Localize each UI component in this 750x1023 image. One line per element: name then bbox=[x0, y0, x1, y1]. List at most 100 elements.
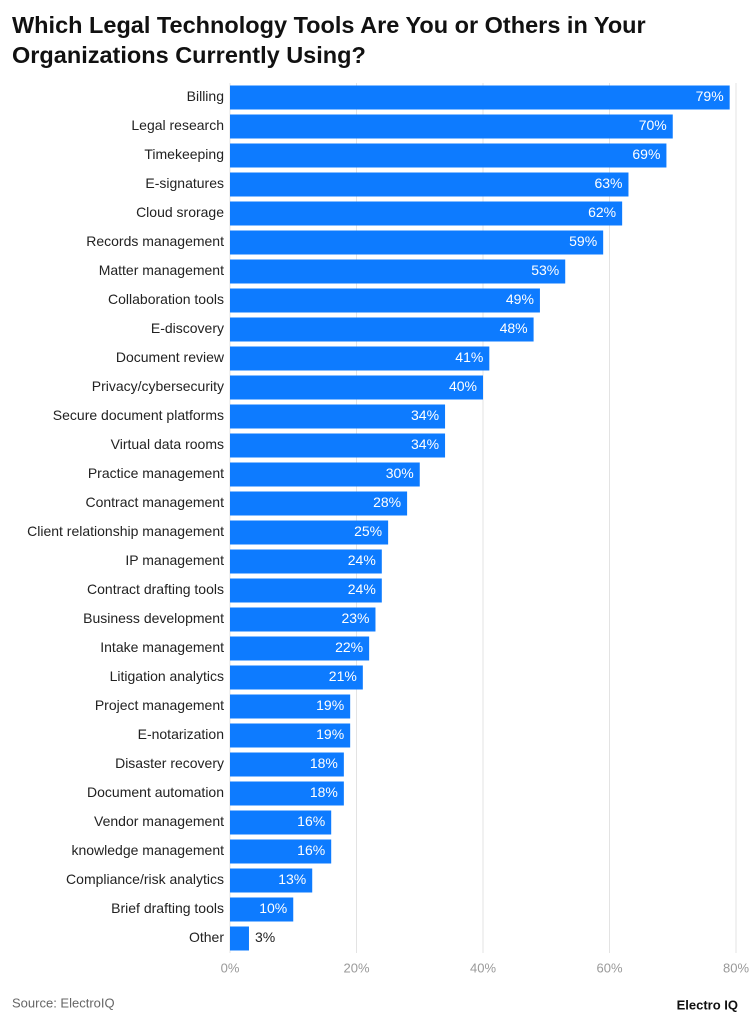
bar bbox=[230, 810, 332, 835]
value-label: 22% bbox=[335, 639, 363, 655]
bar bbox=[230, 897, 294, 922]
value-label: 18% bbox=[310, 755, 338, 771]
y-tick-label: Records management bbox=[86, 233, 224, 249]
chart-title: Which Legal Technology Tools Are You or … bbox=[12, 12, 646, 68]
y-tick-label: Business development bbox=[83, 610, 224, 626]
bar bbox=[230, 288, 540, 313]
bar bbox=[230, 520, 389, 545]
y-tick-label: Document automation bbox=[87, 784, 224, 800]
value-label: 59% bbox=[569, 233, 597, 249]
y-tick-label: Contract drafting tools bbox=[87, 581, 224, 597]
y-tick-label: Privacy/cybersecurity bbox=[92, 378, 224, 394]
y-tick-label: Client relationship management bbox=[27, 523, 224, 539]
value-label: 3% bbox=[255, 929, 275, 945]
bar bbox=[230, 839, 332, 864]
y-tick-label: Legal research bbox=[131, 117, 224, 133]
value-label: 34% bbox=[411, 407, 439, 423]
value-label: 34% bbox=[411, 436, 439, 452]
bar bbox=[230, 172, 629, 197]
y-tick-label: E-notarization bbox=[138, 726, 224, 742]
bar bbox=[230, 926, 249, 951]
y-tick-label: IP management bbox=[125, 552, 224, 568]
x-tick-label: 80% bbox=[723, 960, 749, 975]
x-tick-label: 0% bbox=[221, 960, 240, 975]
y-tick-label: Brief drafting tools bbox=[111, 900, 224, 916]
y-tick-label: Billing bbox=[187, 88, 224, 104]
bar bbox=[230, 404, 446, 429]
value-label: 24% bbox=[348, 581, 376, 597]
y-tick-label: Matter management bbox=[99, 262, 224, 278]
y-tick-label: Litigation analytics bbox=[110, 668, 224, 684]
bar bbox=[230, 375, 483, 400]
y-tick-label: Document review bbox=[116, 349, 225, 365]
bar bbox=[230, 462, 420, 487]
source: Source: ElectroIQ bbox=[12, 995, 115, 1010]
y-tick-label: Intake management bbox=[100, 639, 224, 655]
y-tick-label: knowledge management bbox=[71, 842, 224, 858]
bar bbox=[230, 723, 351, 748]
bar bbox=[230, 114, 673, 139]
bar bbox=[230, 781, 344, 806]
value-label: 41% bbox=[455, 349, 483, 365]
bar bbox=[230, 317, 534, 342]
y-tick-label: Compliance/risk analytics bbox=[66, 871, 224, 887]
y-tick-label: Secure document platforms bbox=[53, 407, 224, 423]
bar bbox=[230, 230, 604, 255]
x-tick-label: 60% bbox=[596, 960, 622, 975]
y-tick-label: E-signatures bbox=[145, 175, 224, 191]
value-label: 10% bbox=[259, 900, 287, 916]
bar bbox=[230, 607, 376, 632]
value-label: 62% bbox=[588, 204, 616, 220]
value-label: 19% bbox=[316, 726, 344, 742]
value-label: 79% bbox=[696, 88, 724, 104]
x-tick-label: 20% bbox=[343, 960, 369, 975]
y-tick-label: Timekeeping bbox=[144, 146, 224, 162]
bar bbox=[230, 346, 490, 371]
value-label: 18% bbox=[310, 784, 338, 800]
value-label: 16% bbox=[297, 842, 325, 858]
value-label: 53% bbox=[531, 262, 559, 278]
bar bbox=[230, 868, 313, 893]
bar bbox=[230, 578, 382, 603]
bar bbox=[230, 201, 623, 226]
bar bbox=[230, 85, 730, 110]
bar bbox=[230, 752, 344, 777]
value-label: 48% bbox=[500, 320, 528, 336]
bar bbox=[230, 433, 446, 458]
y-tick-label: Vendor management bbox=[94, 813, 224, 829]
value-label: 28% bbox=[373, 494, 401, 510]
y-tick-label: Project management bbox=[95, 697, 224, 713]
value-label: 25% bbox=[354, 523, 382, 539]
bar bbox=[230, 549, 382, 574]
bar bbox=[230, 636, 370, 661]
y-tick-label: E-discovery bbox=[151, 320, 224, 336]
value-label: 19% bbox=[316, 697, 344, 713]
y-tick-label: Disaster recovery bbox=[115, 755, 224, 771]
bar bbox=[230, 665, 363, 690]
value-label: 70% bbox=[639, 117, 667, 133]
y-tick-label: Contract management bbox=[85, 494, 224, 510]
value-label: 24% bbox=[348, 552, 376, 568]
y-tick-label: Virtual data rooms bbox=[111, 436, 224, 452]
value-label: 23% bbox=[341, 610, 369, 626]
y-tick-label: Other bbox=[189, 929, 224, 945]
value-label: 16% bbox=[297, 813, 325, 829]
value-label: 21% bbox=[329, 668, 357, 684]
y-tick-label: Practice management bbox=[88, 465, 224, 481]
value-label: 63% bbox=[594, 175, 622, 191]
bar bbox=[230, 259, 566, 284]
bar bbox=[230, 491, 408, 516]
bar bbox=[230, 694, 351, 719]
bar bbox=[230, 143, 667, 168]
value-label: 40% bbox=[449, 378, 477, 394]
value-label: 13% bbox=[278, 871, 306, 887]
value-label: 69% bbox=[632, 146, 660, 162]
logo: Electro IQ bbox=[677, 997, 738, 1012]
y-tick-label: Collaboration tools bbox=[108, 291, 224, 307]
value-label: 49% bbox=[506, 291, 534, 307]
y-tick-label: Cloud srorage bbox=[136, 204, 224, 220]
x-tick-label: 40% bbox=[470, 960, 496, 975]
value-label: 30% bbox=[386, 465, 414, 481]
